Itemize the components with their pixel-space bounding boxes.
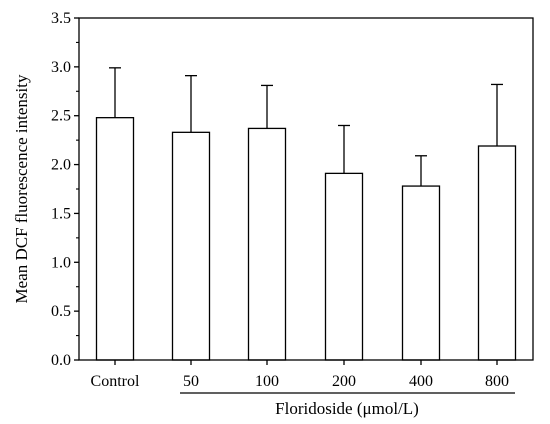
x-tick-label-800: 800 (485, 373, 509, 390)
y-tick-label: 1.5 (51, 205, 71, 222)
x-axis-label: Floridoside (μmol/L) (275, 399, 419, 418)
bar-400 (401, 185, 441, 361)
bar-200 (324, 172, 364, 361)
y-tick-label: 2.5 (51, 108, 71, 125)
x-tick-label-400: 400 (409, 373, 433, 390)
bar-800 (477, 145, 517, 361)
x-tick-label-control: Control (91, 373, 140, 390)
y-tick-label: 3.0 (51, 59, 71, 76)
x-tick-label-50: 50 (183, 373, 199, 390)
plot-frame (78, 17, 534, 361)
y-tick-label: 0.0 (51, 352, 71, 369)
bars-layer (95, 67, 517, 361)
y-tick-label: 2.0 (51, 157, 71, 174)
bar-control (95, 117, 135, 361)
bar-100 (247, 127, 287, 361)
bar-50 (171, 131, 211, 361)
y-tick-label: 0.5 (51, 303, 71, 320)
x-tick-label-100: 100 (255, 373, 279, 390)
y-axis-label: Mean DCF fluorescence intensity (12, 74, 31, 303)
y-tick-label: 3.5 (51, 10, 71, 27)
axes-layer: 0.0 0.5 1.0 1.5 2.0 2.5 3.0 3.5 Control 50 100 200 4… (51, 10, 534, 394)
x-tick-label-200: 200 (332, 373, 356, 390)
y-tick-label: 1.0 (51, 254, 71, 271)
